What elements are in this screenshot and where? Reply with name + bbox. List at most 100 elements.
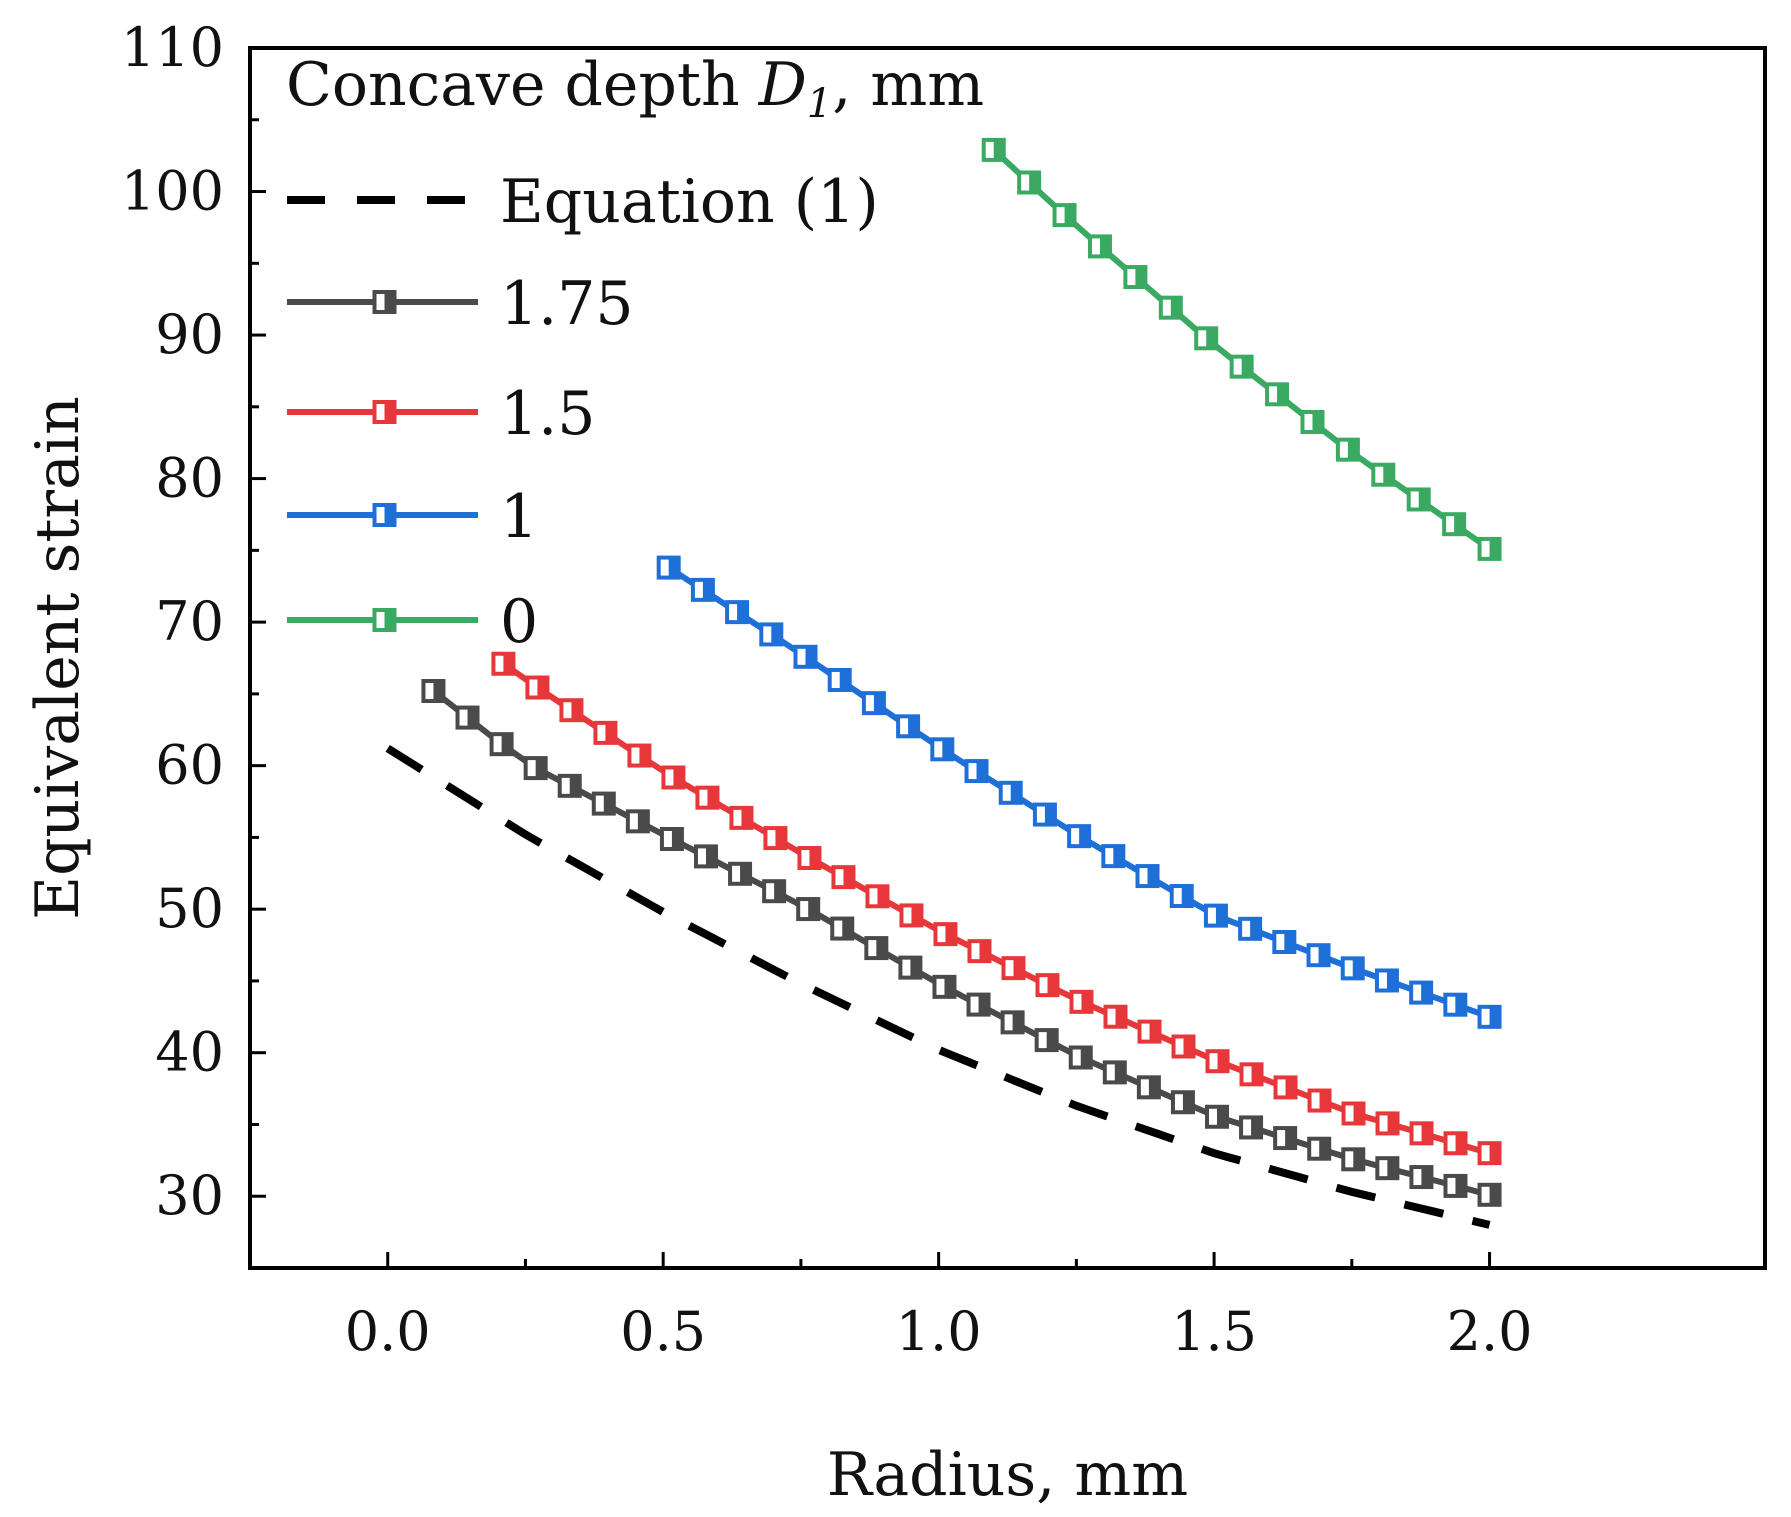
data-point	[656, 555, 681, 580]
series-1	[656, 555, 1502, 1029]
data-point	[1135, 864, 1160, 889]
data-point	[1169, 884, 1194, 909]
data-point	[1123, 265, 1148, 290]
data-point	[1170, 1090, 1195, 1115]
data-point	[1035, 973, 1060, 998]
data-point	[1409, 980, 1434, 1005]
data-point	[793, 644, 818, 669]
series-0	[981, 137, 1502, 561]
data-point	[1017, 170, 1042, 195]
data-point	[557, 773, 582, 798]
data-point	[1203, 903, 1228, 928]
data-point	[1477, 1182, 1502, 1207]
y-tick-label: 110	[121, 16, 224, 79]
legend-entry: 0	[287, 587, 538, 657]
data-point	[1068, 1045, 1093, 1070]
data-point	[896, 714, 921, 739]
data-point	[1239, 1115, 1264, 1140]
data-point	[1205, 1049, 1230, 1074]
y-tick-label: 80	[155, 447, 224, 510]
data-point	[759, 622, 784, 647]
data-point	[725, 600, 750, 625]
data-point	[593, 720, 618, 745]
legend-entry: 1.75	[287, 269, 634, 339]
data-point	[455, 705, 480, 730]
x-tick-label: 1.5	[1171, 1300, 1257, 1363]
data-point	[1052, 203, 1077, 228]
data-point	[491, 651, 516, 676]
data-point	[729, 805, 754, 830]
data-point	[1375, 1111, 1400, 1136]
x-tick-label: 2.0	[1447, 1300, 1533, 1363]
data-point	[1307, 1088, 1332, 1113]
data-point	[523, 756, 548, 781]
plot-area	[385, 137, 1502, 1229]
legend-entry: 1	[287, 482, 538, 552]
data-point	[1371, 462, 1396, 487]
legend-entry: Equation (1)	[287, 167, 879, 237]
data-point	[1067, 824, 1092, 849]
legend-swatch-marker	[372, 503, 397, 527]
y-tick-label: 40	[155, 1021, 224, 1084]
legend-label: 1	[500, 482, 538, 552]
data-point	[1001, 956, 1026, 981]
data-point	[625, 809, 650, 834]
equation-line	[385, 745, 1491, 1229]
x-tick-label: 0.5	[620, 1300, 706, 1363]
series-line	[667, 565, 1491, 1020]
data-point	[930, 737, 955, 762]
data-point	[763, 826, 788, 851]
data-point	[865, 884, 890, 909]
data-point	[559, 698, 584, 723]
data-point	[1477, 1141, 1502, 1166]
data-point	[1273, 1126, 1298, 1151]
data-point	[1273, 1075, 1298, 1100]
data-point	[830, 916, 855, 941]
legend-title-suffix: , mm	[832, 50, 984, 120]
data-point	[964, 759, 989, 784]
y-tick-label: 100	[121, 160, 224, 223]
data-point	[1102, 1060, 1127, 1085]
data-point	[1205, 1104, 1230, 1129]
legend-label: Equation (1)	[500, 167, 879, 237]
legend-title-var: D	[758, 50, 807, 120]
y-axis-title: Equivalent strain	[23, 396, 93, 919]
data-point	[797, 846, 822, 871]
data-point	[659, 827, 684, 852]
legend: Concave depth D1, mm Equation (1)1.751.5…	[286, 50, 984, 657]
data-point	[932, 974, 957, 999]
data-point	[661, 765, 686, 790]
data-point	[1000, 1010, 1025, 1035]
data-point	[1194, 326, 1219, 351]
x-tick-label: 1.0	[896, 1300, 982, 1363]
data-point	[1335, 437, 1360, 462]
data-point	[1340, 956, 1365, 981]
data-point	[1136, 1075, 1161, 1100]
data-point	[1087, 234, 1112, 259]
data-point	[1375, 1156, 1400, 1181]
data-point	[1069, 989, 1094, 1014]
data-point	[861, 691, 886, 716]
x-axis-title: Radius, mm	[827, 1440, 1188, 1510]
data-point	[1409, 1165, 1434, 1190]
data-point	[693, 844, 718, 869]
data-point	[1238, 916, 1263, 941]
data-point	[591, 791, 616, 816]
series-1.5	[491, 651, 1502, 1166]
series-1.75	[421, 679, 1502, 1207]
data-point	[489, 732, 514, 757]
legend-swatch-marker	[372, 608, 397, 632]
data-point	[1442, 512, 1467, 537]
data-point	[1307, 1136, 1332, 1161]
data-point	[899, 903, 924, 928]
legend-entries: Equation (1) 1.75 1.5 1 0	[287, 167, 879, 657]
data-point	[1137, 1019, 1162, 1044]
data-point	[831, 865, 856, 890]
data-point	[966, 992, 991, 1017]
data-point	[728, 861, 753, 886]
y-tick-label: 90	[155, 303, 224, 366]
legend-swatch-marker	[372, 400, 397, 424]
data-point	[1443, 1173, 1468, 1198]
data-point	[627, 743, 652, 768]
